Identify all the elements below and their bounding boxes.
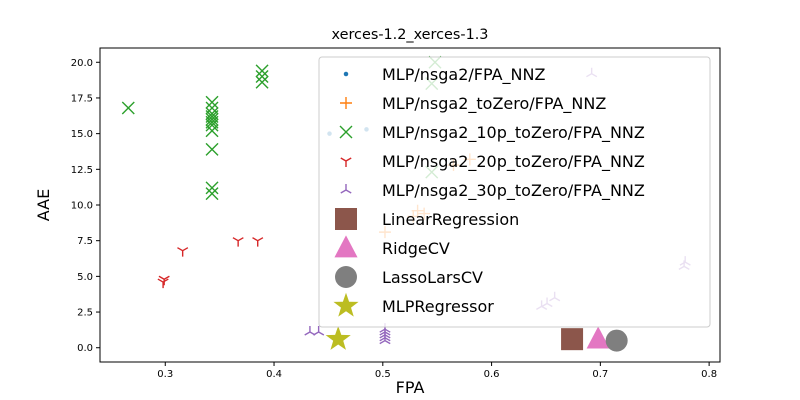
x-tick-label: 0.6	[484, 369, 500, 380]
legend-marker	[333, 292, 359, 317]
y-tick-label: 20.0	[71, 58, 93, 69]
legend-entry: LinearRegression	[335, 208, 519, 230]
y-axis-label: AAE	[34, 189, 53, 221]
legend: MLP/nsga2/FPA_NNZ MLP/nsga2_toZero/FPA_NN…	[318, 56, 711, 328]
data-point	[205, 181, 219, 195]
legend-label: LinearRegression	[382, 210, 519, 229]
y-tick-label: 17.5	[71, 93, 93, 104]
x-tick-label: 0.3	[157, 369, 173, 380]
y-tick-label: 12.5	[71, 165, 93, 176]
legend-label: MLP/nsga2_toZero/FPA_NNZ	[382, 94, 606, 114]
legend-entry: MLPRegressor	[333, 292, 494, 317]
legend-label: MLP/nsga2_20p_toZero/FPA_NNZ	[382, 152, 645, 172]
y-tick-label: 0.0	[77, 343, 93, 354]
legend-marker	[335, 266, 357, 288]
series-7	[605, 329, 628, 352]
data-point	[177, 247, 189, 257]
legend-entry: MLP/nsga2_toZero/FPA_NNZ	[340, 94, 606, 114]
legend-label: LassoLarsCV	[382, 268, 483, 287]
chart-title: xerces-1.2_xerces-1.3	[332, 27, 489, 43]
series-6	[586, 326, 610, 349]
legend-marker	[335, 208, 357, 230]
x-tick-label: 0.8	[701, 369, 717, 380]
data-point	[121, 101, 135, 115]
data-point	[304, 326, 316, 336]
legend-label: MLP/nsga2/FPA_NNZ	[382, 65, 545, 85]
data-point	[561, 328, 584, 351]
data-point	[255, 64, 269, 78]
data-point	[255, 75, 269, 89]
legend-marker	[340, 157, 352, 167]
data-point	[325, 325, 351, 350]
y-tick-label: 7.5	[77, 236, 93, 247]
y-tick-label: 5.0	[77, 272, 93, 283]
legend-entry: MLP/nsga2_10p_toZero/FPA_NNZ	[339, 123, 645, 143]
legend-marker	[339, 125, 353, 139]
legend-marker	[340, 184, 352, 194]
data-point	[205, 112, 219, 126]
series-5	[561, 328, 584, 351]
data-point	[255, 70, 269, 84]
y-tick-label: 2.5	[77, 308, 93, 319]
legend-marker	[334, 235, 358, 258]
y-tick-label: 10.0	[71, 201, 93, 212]
x-tick-label: 0.4	[266, 369, 282, 380]
legend-label: MLP/nsga2_10p_toZero/FPA_NNZ	[382, 123, 645, 143]
x-axis-label: FPA	[396, 378, 425, 397]
legend-entry: LassoLarsCV	[335, 266, 483, 288]
data-point	[205, 142, 219, 156]
legend-marker	[340, 97, 352, 109]
data-point	[205, 95, 219, 109]
data-point	[205, 187, 219, 201]
data-point	[158, 275, 170, 286]
data-point	[205, 110, 219, 124]
legend-entry: MLP/nsga2/FPA_NNZ	[343, 65, 545, 85]
legend-entry: MLP/nsga2_30p_toZero/FPA_NNZ	[340, 181, 645, 201]
x-tick-label: 0.5	[375, 369, 391, 380]
legend-marker	[343, 71, 349, 77]
legend-entry: MLP/nsga2_20p_toZero/FPA_NNZ	[340, 152, 645, 172]
data-point	[605, 329, 628, 352]
legend-label: RidgeCV	[382, 239, 450, 258]
axes: 0.3 0.4 0.5 0.6 0.7 0.8 0.0 2.5 5.0 7.5 10.0 12.5 15…	[71, 47, 721, 380]
legend-label: MLP/nsga2_30p_toZero/FPA_NNZ	[382, 181, 645, 201]
data-point	[205, 115, 219, 129]
legend-entry: RidgeCV	[334, 235, 450, 258]
x-tick-label: 0.7	[592, 369, 608, 380]
data-point	[157, 278, 169, 289]
series-8	[325, 325, 351, 350]
y-tick-label: 15.0	[71, 129, 93, 140]
legend-box	[318, 56, 711, 328]
data-point	[313, 326, 325, 336]
series-3	[157, 237, 264, 289]
legend-label: MLPRegressor	[382, 297, 494, 316]
data-point	[232, 237, 244, 247]
data-point	[586, 326, 610, 349]
data-point	[252, 237, 264, 247]
